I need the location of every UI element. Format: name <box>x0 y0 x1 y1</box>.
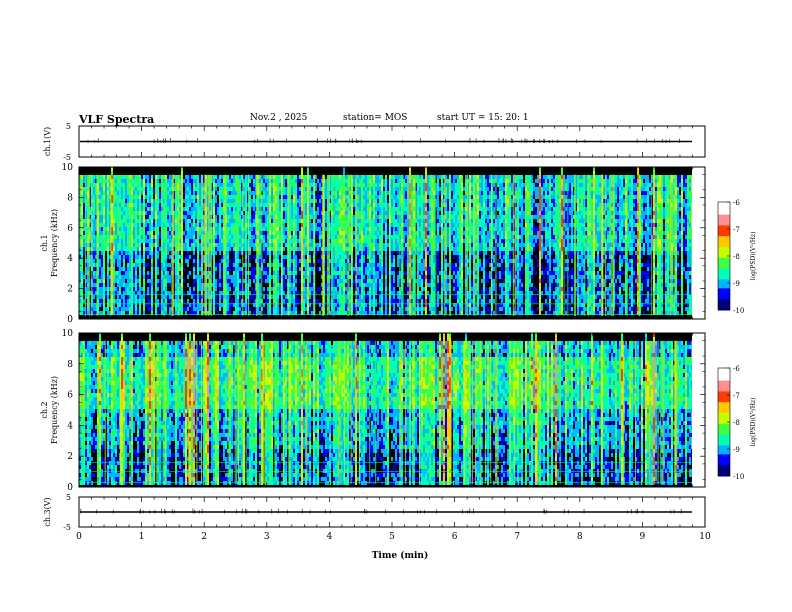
x-tick-label: 5 <box>389 532 395 542</box>
ch2-spectrogram-ytick: 2 <box>67 452 73 462</box>
date-label: Nov.2 , 2025 <box>250 113 307 123</box>
ch1-waveform-ytick: 5 <box>66 122 71 131</box>
ch2-spectrogram-colorbar-tick: -10 <box>733 473 744 481</box>
x-tick-label: 7 <box>514 532 520 542</box>
ch2-spectrogram-ytick: 0 <box>67 483 73 493</box>
ch2-spectrogram-ytick: 6 <box>67 391 73 401</box>
x-tick-label: 8 <box>577 532 583 542</box>
start-time-label: start UT = 15: 20: 1 <box>437 113 529 123</box>
ch1-waveform-ytick: -5 <box>63 153 71 162</box>
ch2-spectrogram-colorbar-tick: -9 <box>733 446 740 454</box>
ch2-spectrogram-ylabel: ch.2 <box>40 401 49 418</box>
ch1-spectrogram-ytick: 0 <box>67 315 73 325</box>
ch1-spectrogram-colorbar-tick: -6 <box>733 199 740 207</box>
ch1-spectrogram-colorbar-tick: -8 <box>733 253 740 261</box>
ch1-spectrogram-ytick: 10 <box>62 163 74 173</box>
ch1-spectrogram-colorbar-tick: -10 <box>733 307 744 315</box>
x-tick-label: 10 <box>699 532 711 542</box>
ch2-spectrogram-ytick: 8 <box>67 360 73 370</box>
ch1-spectrogram-ylabel: ch.1 <box>40 234 49 251</box>
ch1-spectrogram-ytick: 4 <box>67 254 73 264</box>
ch1-spectrogram-colorbar-tick: -9 <box>733 280 740 288</box>
ch1-waveform-ylabel: ch.1(V) <box>43 127 52 156</box>
ch3-waveform-ytick: 5 <box>66 493 71 502</box>
ch1-spectrogram-freq-label: Frequency (kHz) <box>50 209 59 277</box>
ch1-spectrogram-ytick: 2 <box>67 285 73 295</box>
ch2-spectrogram-freq-label: Frequency (kHz) <box>50 376 59 444</box>
ch2-spectrogram-ytick: 4 <box>67 421 73 431</box>
ch1-spectrogram-colorbar-label: log(PSD)(V²/Hz) <box>750 232 757 281</box>
x-tick-label: 9 <box>640 532 646 542</box>
ch2-spectrogram-ytick: 10 <box>62 329 74 339</box>
x-tick-label: 4 <box>327 532 333 542</box>
ch2-spectrogram-colorbar-tick: -7 <box>733 392 740 400</box>
ch1-spectrogram-colorbar-tick: -7 <box>733 226 740 234</box>
ch2-spectrogram-image <box>79 333 705 487</box>
ch1-spectrogram-image <box>79 167 705 319</box>
x-tick-label: 0 <box>76 532 82 542</box>
x-tick-label: 2 <box>201 532 207 542</box>
ch1-spectrogram-ytick: 8 <box>67 193 73 203</box>
ch2-spectrogram-colorbar-tick: -8 <box>733 419 740 427</box>
ch3-waveform-ylabel: ch.3(V) <box>43 497 52 526</box>
ch2-spectrogram-colorbar-label: log(PSD)(V²/Hz) <box>750 398 757 447</box>
x-tick-label: 6 <box>452 532 458 542</box>
ch2-spectrogram-colorbar-tick: -6 <box>733 365 740 373</box>
station-label: station= MOS <box>343 113 407 123</box>
x-tick-label: 1 <box>139 532 145 542</box>
x-tick-label: 3 <box>264 532 270 542</box>
ch3-waveform-ytick: -5 <box>63 523 71 532</box>
x-axis-label: Time (min) <box>372 550 429 561</box>
chart-title: VLF Spectra <box>79 113 154 126</box>
ch1-spectrogram-ytick: 6 <box>67 224 73 234</box>
